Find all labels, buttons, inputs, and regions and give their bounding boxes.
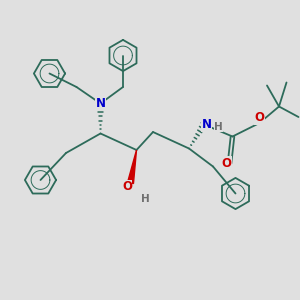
Text: N: N	[95, 97, 106, 110]
Text: O: O	[254, 111, 265, 124]
Text: H: H	[214, 122, 223, 132]
Polygon shape	[128, 150, 136, 184]
Text: H: H	[141, 194, 150, 204]
Text: O: O	[122, 180, 132, 193]
Text: N: N	[201, 118, 212, 131]
Text: O: O	[221, 157, 232, 170]
